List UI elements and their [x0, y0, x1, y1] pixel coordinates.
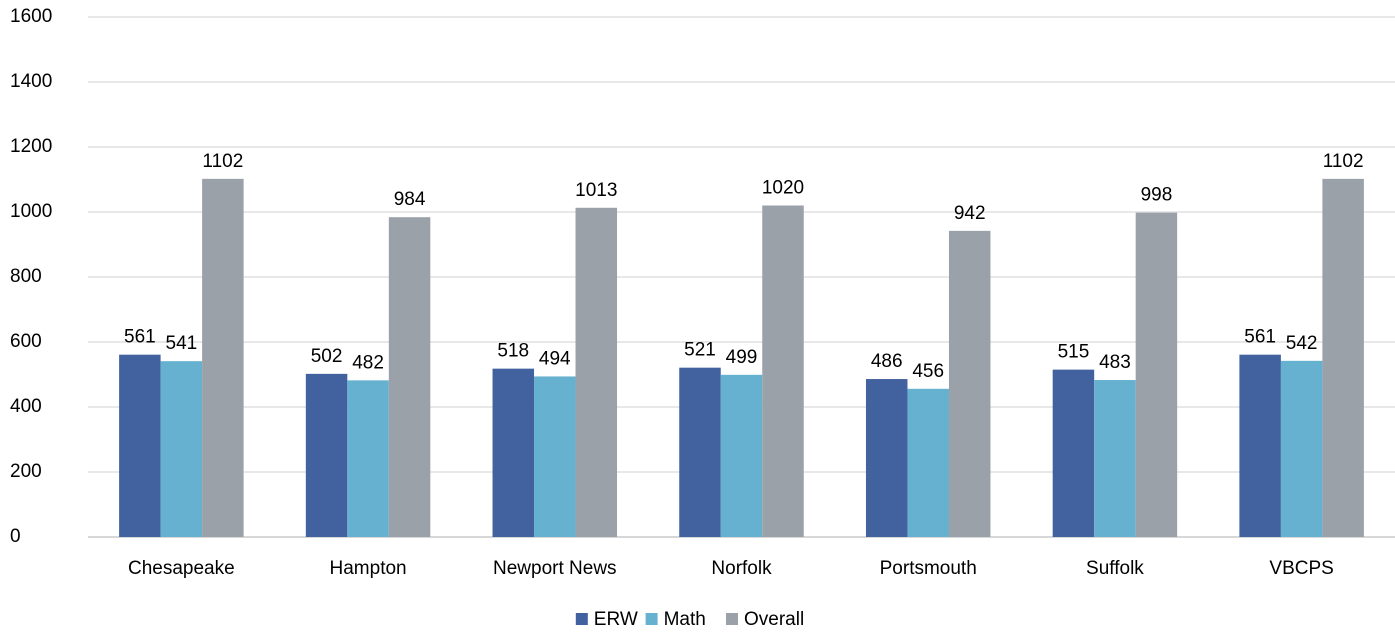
bar-overall-vbcps: [1322, 178, 1364, 537]
legend: ERW Math Overall: [575, 609, 804, 630]
data-label: 499: [726, 347, 758, 368]
x-tick-label: Hampton: [330, 558, 407, 579]
data-label: 518: [497, 341, 529, 362]
legend-label: ERW: [594, 609, 638, 630]
legend-swatch: [645, 613, 658, 625]
legend-item-overall: Overall: [726, 609, 804, 630]
data-label: 502: [311, 346, 343, 367]
bar-overall-hampton: [388, 217, 431, 537]
bar-overall-suffolk: [1135, 212, 1178, 537]
bar-overall-norfolk: [762, 205, 804, 537]
legend-swatch: [575, 613, 588, 625]
x-tick-label: Suffolk: [1086, 558, 1144, 579]
legend-label: Overall: [744, 609, 804, 630]
legend-item-erw: ERW: [575, 609, 638, 630]
data-label: 561: [1244, 327, 1276, 348]
y-tick-label: 200: [10, 461, 42, 482]
bar-math-newport-news: [534, 376, 576, 537]
bar-overall-newport-news: [575, 207, 618, 537]
bar-erw-newport-news: [492, 368, 535, 537]
bar-erw-portsmouth: [865, 379, 908, 537]
bar-math-vbcps: [1280, 360, 1323, 537]
bars: [119, 178, 1364, 537]
x-tick-label: Newport News: [493, 558, 617, 579]
y-tick-label: 800: [10, 266, 42, 287]
x-tick-label: Chesapeake: [128, 558, 235, 579]
data-label: 984: [394, 189, 426, 210]
data-label: 515: [1058, 342, 1090, 363]
bar-erw-suffolk: [1052, 369, 1095, 537]
bar-erw-chesapeake: [119, 354, 161, 537]
bar-erw-hampton: [305, 373, 348, 537]
y-axis-tick-labels: 0 200 400 600 800 1000 1200 1400 1600: [10, 6, 52, 547]
data-label: 561: [124, 327, 156, 348]
data-label: 541: [166, 333, 198, 354]
data-label: 1102: [1323, 151, 1364, 172]
data-label: 542: [1286, 333, 1318, 354]
x-axis-tick-labels: Chesapeake Hampton Newport News Norfolk Port…: [128, 558, 1334, 579]
y-tick-label: 400: [10, 396, 42, 417]
y-tick-label: 1000: [10, 201, 52, 222]
bar-math-norfolk: [720, 374, 763, 537]
y-tick-label: 1200: [10, 136, 52, 157]
data-label: 482: [352, 352, 384, 373]
y-tick-label: 1400: [10, 71, 52, 92]
y-tick-label: 1600: [10, 6, 52, 27]
legend-label: Math: [664, 609, 706, 630]
bar-math-portsmouth: [907, 388, 949, 537]
data-label: 456: [912, 361, 944, 382]
y-tick-label: 600: [10, 331, 42, 352]
legend-swatch: [726, 613, 738, 625]
bar-math-suffolk: [1094, 380, 1136, 537]
data-label: 998: [1141, 185, 1173, 206]
bar-math-hampton: [347, 380, 389, 537]
data-label: 942: [954, 203, 986, 224]
data-labels: 561 541 1102 502 482 984 518 494 1013 521 499 1020 4…: [124, 151, 1364, 382]
data-label: 494: [539, 348, 571, 369]
data-label: 1013: [575, 180, 617, 201]
x-tick-label: Portsmouth: [880, 558, 977, 579]
y-tick-label: 0: [10, 526, 21, 547]
data-label: 486: [871, 351, 903, 372]
bar-erw-norfolk: [679, 367, 721, 537]
legend-item-math: Math: [645, 609, 706, 630]
data-label: 521: [684, 340, 716, 361]
data-label: 1020: [762, 178, 804, 199]
bar-math-chesapeake: [160, 361, 203, 537]
bar-erw-vbcps: [1239, 354, 1281, 537]
data-label: 1102: [202, 151, 243, 172]
bar-overall-portsmouth: [948, 230, 991, 537]
x-tick-label: Norfolk: [711, 558, 772, 579]
bar-overall-chesapeake: [202, 178, 244, 537]
x-tick-label: VBCPS: [1269, 558, 1333, 579]
data-label: 483: [1099, 352, 1131, 373]
